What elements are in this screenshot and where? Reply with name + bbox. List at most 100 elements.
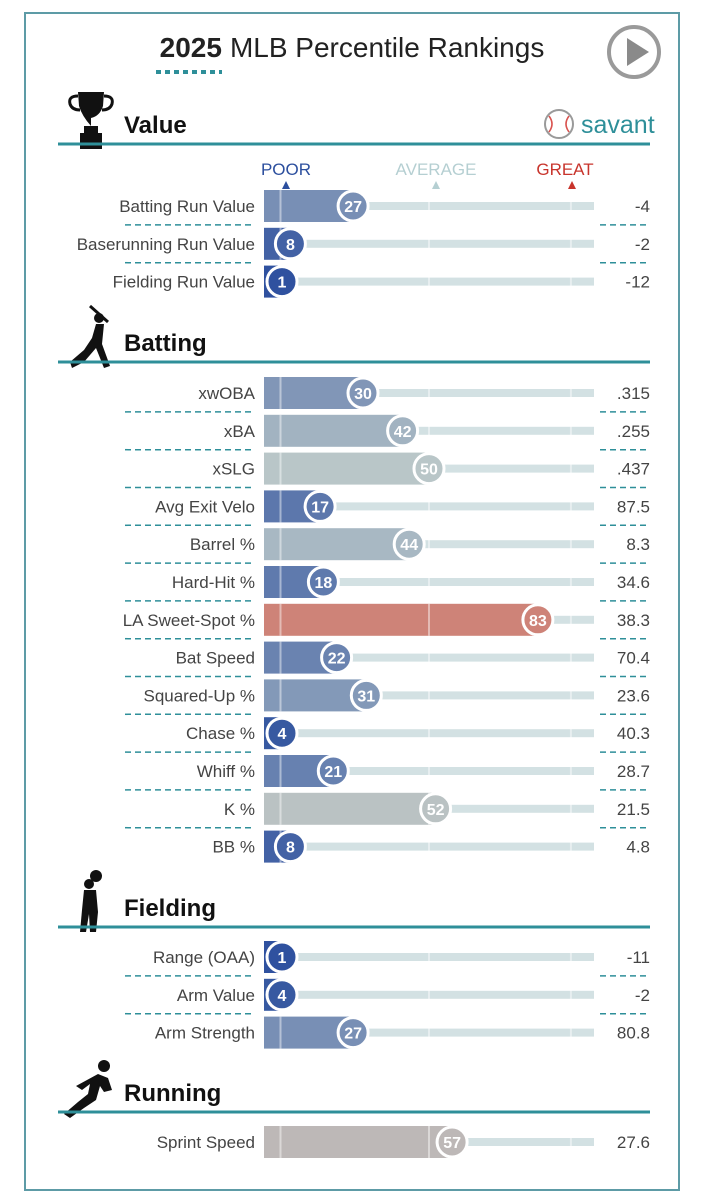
percentile-badge <box>346 376 380 410</box>
percentile-badge <box>386 414 420 448</box>
metric-value: 28.7 <box>617 762 650 781</box>
metric-label: K % <box>224 800 255 819</box>
metric-label: Avg Exit Velo <box>155 497 255 516</box>
metric-row: Sprint Speed 27.6 57 <box>157 1125 650 1159</box>
percentile-number: 1 <box>278 950 287 967</box>
metric-label: Whiff % <box>197 762 255 781</box>
percentile-track <box>264 540 594 549</box>
batter-icon <box>70 304 110 368</box>
metric-value: 23.6 <box>617 686 650 705</box>
metric-label: Bat Speed <box>176 649 255 668</box>
play-button[interactable] <box>607 25 661 79</box>
percentile-badge <box>412 452 446 486</box>
percentile-track <box>264 729 594 738</box>
percentile-badge <box>265 978 299 1012</box>
metric-label: Arm Value <box>177 986 255 1005</box>
percentile-number: 1 <box>278 275 287 292</box>
percentile-track <box>264 578 594 586</box>
percentile-track <box>264 990 594 999</box>
percentile-track <box>264 691 594 700</box>
percentile-bar <box>264 679 367 712</box>
section-title: Value <box>124 112 187 139</box>
percentile-badge <box>349 678 383 712</box>
metric-value: .315 <box>617 384 650 403</box>
fielder-body-shape <box>80 890 98 932</box>
percentile-bar <box>264 528 410 561</box>
metric-row: K % 21.5 52 <box>125 792 650 829</box>
baseball-stitch-left <box>548 115 553 133</box>
metric-row: Whiff % 28.7 21 <box>125 754 650 791</box>
percentile-number: 27 <box>344 1026 362 1043</box>
metric-value: 87.5 <box>617 497 650 516</box>
metric-label: LA Sweet-Spot % <box>123 611 255 630</box>
percentile-track <box>264 277 594 286</box>
batter-body-shape <box>70 324 110 368</box>
title-rest: MLB Percentile Rankings <box>230 32 544 63</box>
section-value: Value Batting Run Value -4 27 Baserunning Ru… <box>58 92 650 299</box>
metric-row: Hard-Hit % 34.6 18 <box>125 565 650 602</box>
metric-row: xBA .255 42 <box>125 414 650 451</box>
percentile-number: 83 <box>529 613 547 630</box>
trophy-icon <box>68 92 114 149</box>
section-running: Running Sprint Speed 27.6 57 <box>58 1060 650 1159</box>
metric-label: Range (OAA) <box>153 948 255 967</box>
percentile-badge <box>303 489 337 523</box>
metric-value: 8.3 <box>626 535 650 554</box>
savant-logo: savant <box>544 109 655 139</box>
percentile-badge <box>435 1125 469 1159</box>
percentile-bar <box>264 1126 453 1158</box>
percentile-track <box>264 842 594 851</box>
section-batting: Batting xwOBA .315 30 xBA .255 42 xSLG .437 50 Avg… <box>58 304 650 864</box>
percentile-track <box>264 426 594 435</box>
percentile-number: 18 <box>315 575 333 592</box>
metric-row: Arm Value -2 4 <box>125 978 650 1015</box>
metric-row: Avg Exit Velo 87.5 17 <box>125 489 650 527</box>
metric-label: xSLG <box>212 460 255 479</box>
section-title: Fielding <box>124 895 216 922</box>
metric-value: 34.6 <box>617 573 650 592</box>
metric-label: xwOBA <box>198 384 255 403</box>
percentile-number: 42 <box>394 424 412 441</box>
percentile-number: 50 <box>420 462 438 479</box>
rows-layer: Value Batting Run Value -4 27 Baserunning Ru… <box>58 92 650 1159</box>
metric-value: 40.3 <box>617 724 650 743</box>
percentile-number: 30 <box>354 386 372 403</box>
metric-value: .437 <box>617 460 650 479</box>
percentile-track <box>264 239 594 248</box>
runner-body-shape <box>64 1074 112 1118</box>
percentile-bar <box>264 792 436 825</box>
metric-row: LA Sweet-Spot % 38.3 83 <box>123 603 650 640</box>
percentile-number: 22 <box>328 651 346 668</box>
percentile-number: 17 <box>311 499 329 516</box>
metric-value: -2 <box>635 235 650 254</box>
section-fielding: Fielding Range (OAA) -11 1 Arm Value -2 4 Arm S… <box>58 870 650 1050</box>
bat-shape <box>89 304 109 324</box>
percentile-badge <box>265 940 299 974</box>
metric-label: Barrel % <box>190 535 255 554</box>
percentile-track <box>264 767 594 775</box>
trophy-handles-shape <box>68 94 114 112</box>
metric-label: Hard-Hit % <box>172 573 255 592</box>
metric-label: Sprint Speed <box>157 1133 255 1152</box>
baseball-stitch-right <box>565 115 570 133</box>
poor-marker-icon <box>282 181 290 189</box>
percentile-badge <box>336 1016 370 1050</box>
percentile-bar <box>264 414 403 447</box>
play-icon[interactable] <box>627 38 649 66</box>
percentile-number: 8 <box>286 237 295 254</box>
metric-label: BB % <box>212 838 255 857</box>
percentile-number: 57 <box>443 1135 461 1152</box>
metric-label: Chase % <box>186 724 255 743</box>
percentile-badge <box>320 641 354 675</box>
metric-row: Batting Run Value -4 27 <box>119 189 650 226</box>
percentile-bar <box>264 452 429 485</box>
metric-row: Arm Strength 80.8 27 <box>155 1016 650 1050</box>
scale-great-label: GREAT <box>536 160 593 179</box>
fielder-glove-shape <box>90 870 102 882</box>
percentile-bar <box>264 603 538 636</box>
percentile-badge <box>273 227 307 261</box>
percentile-track <box>264 502 594 511</box>
metric-label: Batting Run Value <box>119 197 255 216</box>
page-title: 2025 MLB Percentile Rankings <box>160 32 545 63</box>
metric-row: Barrel % 8.3 44 <box>125 527 650 564</box>
